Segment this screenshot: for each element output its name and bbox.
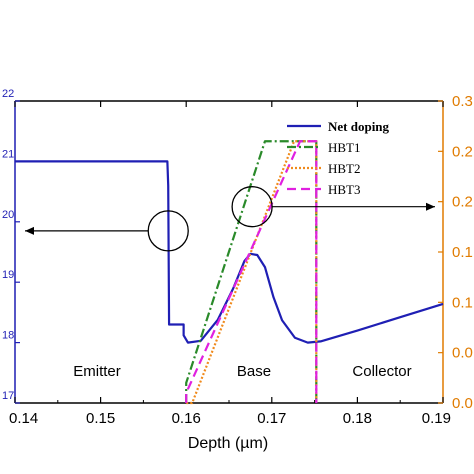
- annotation-arrowhead: [426, 202, 435, 211]
- left-tick-label: 18: [2, 330, 14, 342]
- right-tick-label: 0.2: [452, 194, 473, 211]
- legend-label: HBT1: [328, 140, 361, 155]
- series-line-hbt3: [185, 140, 318, 403]
- legend: Net doping HBT1 HBT2 HBT3: [287, 119, 390, 197]
- region-labels: Emitter Base Collector: [73, 363, 411, 380]
- legend-label: Net doping: [328, 119, 390, 134]
- left-tick-label: 22: [2, 88, 14, 100]
- series-line-hbt2: [186, 140, 318, 405]
- annotation-ellipse: [231, 186, 273, 228]
- x-tick-label: 0.19: [422, 410, 451, 427]
- right-tick-label: 0.2: [452, 143, 473, 160]
- x-axis-title: Depth (µm): [188, 435, 268, 452]
- region-label-collector: Collector: [352, 363, 411, 380]
- x-tick-label: 0.15: [86, 410, 115, 427]
- left-tick-label: 21: [2, 148, 14, 160]
- region-label-emitter: Emitter: [73, 363, 121, 380]
- axes: 0.14 0.15 0.16 0.17 0.18 0.19 22 21 20 19 18 17 0.3 0…: [2, 88, 473, 427]
- x-tick-label: 0.14: [9, 410, 38, 427]
- x-tick-label: 0.16: [172, 410, 201, 427]
- right-tick-label: 0.3: [452, 93, 473, 110]
- region-label-base: Base: [237, 363, 271, 380]
- x-tick-label: 0.18: [343, 410, 372, 427]
- right-tick-label: 0.0: [452, 395, 473, 412]
- left-tick-label: 19: [2, 269, 14, 281]
- legend-label: HBT3: [328, 182, 361, 197]
- x-tick-label: 0.17: [257, 410, 286, 427]
- legend-label: HBT2: [328, 161, 361, 176]
- annotations: [25, 186, 435, 252]
- left-tick-label: 20: [2, 209, 14, 221]
- left-tick-label: 17: [2, 390, 14, 402]
- right-tick-label: 0.1: [452, 294, 473, 311]
- series-lines: [15, 140, 444, 405]
- right-tick-label: 0.1: [452, 244, 473, 261]
- annotation-arrowhead: [25, 226, 34, 235]
- right-tick-label: 0.0: [452, 345, 473, 362]
